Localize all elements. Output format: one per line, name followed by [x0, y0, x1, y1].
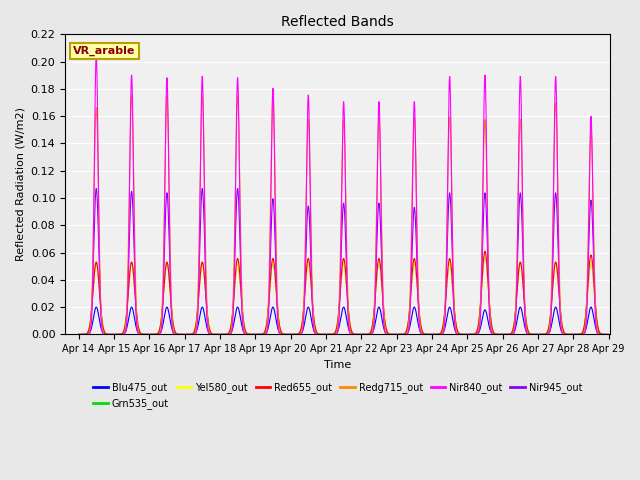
Grn535_out: [139, 331, 147, 337]
Blu475_out: [92, 304, 100, 310]
Redg715_out: [331, 332, 339, 337]
Grn535_out: [442, 295, 450, 300]
Yel580_out: [75, 332, 83, 337]
Grn535_out: [484, 287, 492, 293]
Yel580_out: [605, 332, 612, 337]
Nir945_out: [131, 273, 139, 279]
Blu475_out: [139, 332, 147, 337]
Line: Redg715_out: Redg715_out: [79, 96, 609, 335]
Nir945_out: [331, 331, 339, 337]
Grn535_out: [330, 331, 338, 336]
Nir840_out: [484, 277, 492, 283]
Grn535_out: [75, 332, 83, 337]
Red655_out: [253, 332, 260, 337]
Title: Reflected Bands: Reflected Bands: [282, 15, 394, 29]
Yel580_out: [131, 288, 139, 294]
Red655_out: [605, 332, 612, 337]
Nir840_out: [139, 332, 147, 337]
Grn535_out: [131, 288, 139, 294]
Yel580_out: [253, 332, 260, 337]
Grn535_out: [605, 332, 612, 337]
Red655_out: [484, 285, 492, 291]
Grn535_out: [253, 332, 260, 337]
Blu475_out: [131, 318, 139, 324]
Line: Nir840_out: Nir840_out: [79, 55, 609, 335]
Yel580_out: [484, 287, 492, 293]
Redg715_out: [128, 93, 136, 98]
Nir840_out: [253, 332, 260, 337]
Nir945_out: [442, 281, 450, 287]
Blu475_out: [253, 332, 260, 337]
Nir945_out: [139, 332, 147, 337]
Y-axis label: Reflected Radiation (W/m2): Reflected Radiation (W/m2): [15, 108, 25, 262]
Blu475_out: [605, 332, 612, 337]
Legend: Blu475_out, Grn535_out, Yel580_out, Red655_out, Redg715_out, Nir840_out, Nir945_: Blu475_out, Grn535_out, Yel580_out, Red6…: [90, 378, 586, 413]
Nir945_out: [605, 332, 612, 337]
Redg715_out: [253, 332, 260, 337]
Line: Red655_out: Red655_out: [79, 252, 609, 335]
Yel580_out: [481, 252, 489, 258]
Redg715_out: [484, 262, 492, 267]
Redg715_out: [605, 332, 612, 337]
Line: Yel580_out: Yel580_out: [79, 255, 609, 335]
Nir945_out: [75, 332, 83, 337]
Blu475_out: [75, 332, 83, 337]
Redg715_out: [131, 247, 139, 253]
Blu475_out: [331, 331, 339, 337]
Nir945_out: [253, 332, 260, 337]
Red655_out: [75, 332, 83, 337]
Red655_out: [330, 331, 338, 336]
Blu475_out: [442, 319, 450, 325]
Nir945_out: [484, 277, 492, 283]
X-axis label: Time: Time: [324, 360, 351, 370]
Line: Nir945_out: Nir945_out: [79, 189, 609, 335]
Yel580_out: [330, 331, 338, 336]
Nir840_out: [442, 283, 450, 289]
Grn535_out: [481, 252, 489, 258]
Nir840_out: [131, 271, 139, 276]
Red655_out: [442, 293, 450, 299]
Red655_out: [131, 288, 139, 294]
Red655_out: [139, 331, 147, 337]
Nir945_out: [92, 186, 100, 192]
Red655_out: [481, 249, 489, 254]
Line: Blu475_out: Blu475_out: [79, 307, 609, 335]
Text: VR_arable: VR_arable: [74, 46, 136, 56]
Nir840_out: [605, 332, 612, 337]
Nir840_out: [331, 332, 339, 337]
Nir840_out: [92, 52, 100, 58]
Blu475_out: [484, 320, 492, 325]
Line: Grn535_out: Grn535_out: [79, 255, 609, 335]
Yel580_out: [442, 295, 450, 300]
Nir840_out: [75, 332, 83, 337]
Yel580_out: [139, 331, 147, 337]
Redg715_out: [139, 332, 147, 337]
Redg715_out: [442, 266, 450, 272]
Redg715_out: [75, 332, 83, 337]
